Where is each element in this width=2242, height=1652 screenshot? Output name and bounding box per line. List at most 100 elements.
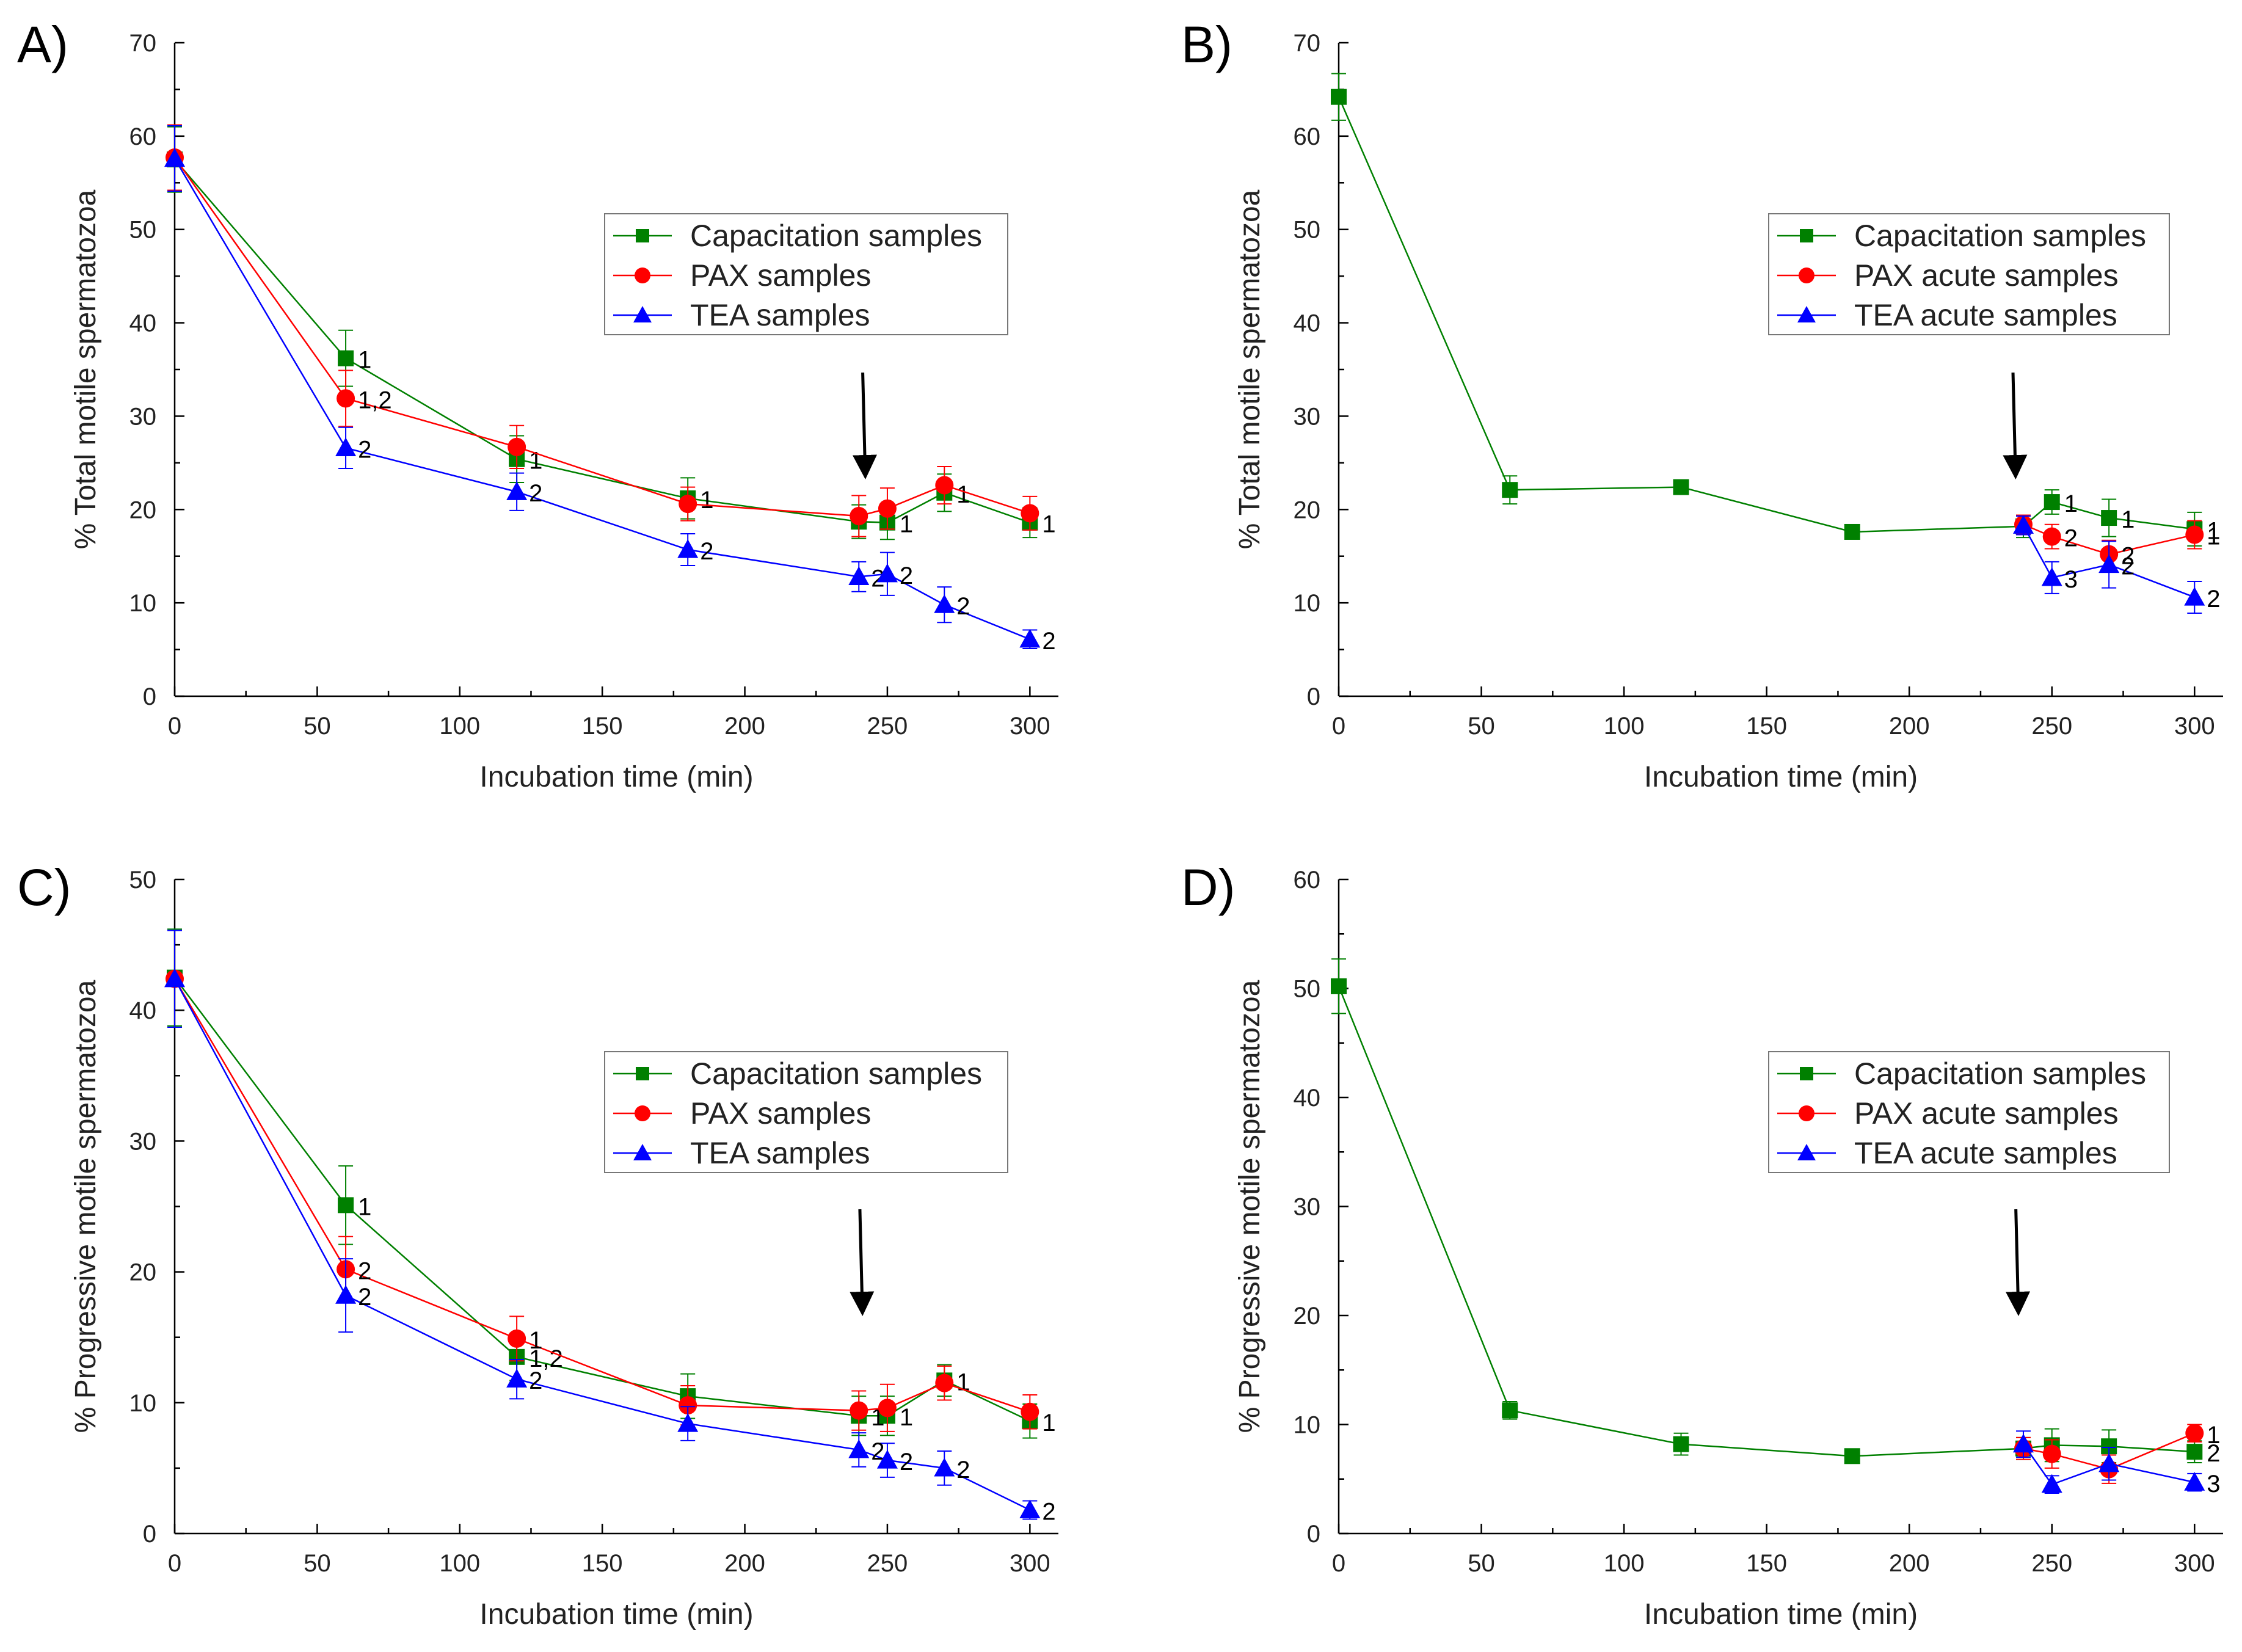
data-point (878, 499, 897, 518)
data-point (2186, 1444, 2203, 1460)
legend: Capacitation samples PAX samples TEA sampl… (604, 1051, 1008, 1173)
series-line (1338, 96, 2195, 533)
data-point (2184, 586, 2205, 606)
y-tick-label: 20 (1294, 497, 1321, 523)
data-point (1502, 1402, 1518, 1419)
legend-marker (635, 1105, 650, 1121)
significance-label: 1 (2207, 1422, 2220, 1449)
x-tick-label: 100 (1604, 713, 1645, 740)
data-point (1844, 1448, 1860, 1465)
chart-panel-a: A) 0 50 100 150 200 250 300 0 10 20 30 40 50 60 70 Incub… (17, 16, 1058, 793)
legend-label: TEA samples (690, 1136, 870, 1170)
significance-label: 3 (2064, 566, 2078, 593)
data-point (1021, 1402, 1039, 1421)
data-point (338, 1197, 354, 1214)
arrow-indicator (850, 1209, 875, 1316)
data-point (935, 476, 954, 495)
data-point (2041, 1474, 2062, 1493)
significance-label: 2 (358, 1257, 371, 1284)
data-point (508, 1329, 526, 1348)
y-tick-label: 30 (1294, 403, 1321, 430)
data-point (850, 506, 868, 525)
arrow-indicator (852, 372, 877, 479)
x-tick-label: 100 (1604, 1550, 1645, 1577)
x-axis-title: Incubation time (min) (1644, 761, 1918, 793)
data-point (2013, 1433, 2034, 1453)
significance-label: 2 (2121, 553, 2135, 580)
significance-label: 2 (529, 1367, 542, 1394)
significance-label: 2 (871, 1438, 884, 1465)
panel-letter: D) (1181, 859, 1236, 916)
series-line (173, 978, 1030, 1413)
x-axis-title: Incubation time (min) (479, 761, 753, 793)
y-tick-label: 30 (1294, 1194, 1321, 1221)
y-tick-label: 10 (1294, 590, 1321, 617)
legend-label: TEA acute samples (1854, 298, 2117, 332)
legend-label: PAX samples (690, 1096, 871, 1130)
legend-label: TEA samples (690, 298, 870, 332)
x-tick-label: 100 (439, 1550, 480, 1577)
legend: Capacitation samples PAX samples TEA sampl… (604, 213, 1008, 335)
y-tick-label: 20 (129, 497, 157, 523)
significance-label: 2 (700, 538, 713, 565)
data-point (337, 389, 355, 408)
series-pax: 2 2 1 (2014, 514, 2221, 570)
legend-label: PAX acute samples (1854, 1096, 2119, 1130)
y-tick-label: 0 (1307, 683, 1320, 710)
data-point (338, 350, 354, 366)
data-point (164, 148, 185, 167)
x-tick-label: 0 (1332, 1550, 1345, 1577)
series-tea: 3 22 (2013, 515, 2221, 614)
x-tick-label: 200 (724, 713, 765, 740)
x-tick-label: 0 (168, 713, 181, 740)
significance-label: 2 (956, 1457, 970, 1483)
significance-label: 2 (871, 565, 884, 592)
data-point (506, 1369, 528, 1388)
chart-panel-d: D) 0 50 100 150 200 250 300 0 10 20 30 40 50 60 Incubat… (1181, 859, 2223, 1631)
x-tick-label: 0 (168, 1550, 181, 1577)
data-point (2101, 510, 2117, 526)
data-point (1331, 89, 1347, 105)
arrow-indicator (2003, 372, 2028, 479)
series-line (2023, 523, 2195, 555)
series-capacitation: 11,21 111 (167, 928, 1056, 1439)
y-axis-title: % Progressive motile spermatozoa (70, 980, 102, 1433)
data-point (2041, 567, 2062, 586)
data-point (876, 1450, 898, 1469)
series-capacitation: 11 1 (1331, 73, 2221, 547)
legend-label: Capacitation samples (690, 219, 982, 253)
significance-label: 1 (358, 1193, 371, 1220)
arrow-indicator (2006, 1209, 2031, 1316)
x-tick-label: 0 (1332, 713, 1345, 740)
legend-label: Capacitation samples (690, 1057, 982, 1091)
series-line (2023, 1443, 2195, 1486)
legend-marker (1799, 267, 1814, 283)
series-line (173, 978, 1030, 1511)
data-point (2042, 1444, 2061, 1463)
data-point (934, 594, 955, 613)
legend-marker (636, 1067, 649, 1080)
legend-marker (1800, 1067, 1813, 1080)
y-tick-label: 10 (129, 1390, 157, 1417)
significance-label: 1 (2207, 523, 2220, 550)
y-axis-title: % Progressive motile spermatozoa (1234, 980, 1266, 1433)
data-point (679, 495, 697, 514)
significance-label: 1 (1042, 1410, 1055, 1436)
series-tea: 222 2 22 (164, 930, 1056, 1525)
y-tick-label: 30 (129, 1128, 157, 1155)
x-tick-label: 50 (304, 713, 331, 740)
legend: Capacitation samples PAX acute samples TEA… (1768, 1051, 2170, 1173)
series-capacitation: 2 (1331, 958, 2221, 1467)
data-point (1502, 482, 1518, 498)
data-point (1673, 479, 1689, 495)
y-tick-label: 0 (1307, 1521, 1320, 1548)
data-point (508, 437, 526, 456)
x-tick-label: 300 (2174, 1550, 2215, 1577)
y-tick-label: 60 (129, 123, 157, 150)
data-point (679, 1396, 697, 1415)
x-tick-label: 250 (867, 1550, 908, 1577)
significance-label: 1 (956, 481, 970, 508)
significance-label: 1 (1042, 511, 1055, 538)
